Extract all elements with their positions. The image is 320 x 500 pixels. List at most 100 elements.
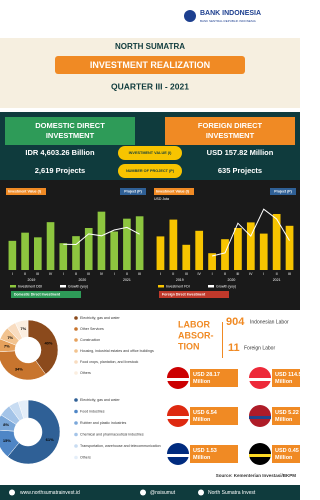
bar	[285, 225, 294, 270]
x-tick-label: IV	[249, 272, 253, 276]
bar	[182, 244, 191, 270]
legend-label: Others	[80, 371, 91, 375]
source: Source: Kementerian Investasi/BKPM	[216, 473, 297, 478]
country-value: USD 0.45 Million	[275, 448, 299, 461]
labor-count: 11	[228, 342, 240, 354]
country-value: USD 6.54 Million	[193, 410, 218, 423]
flag-stripe	[249, 378, 271, 381]
x-tick-label: I	[160, 272, 161, 276]
footer-icon	[9, 489, 15, 496]
x-tick-label: III	[288, 272, 291, 276]
logo-text: BANK INDONESIA	[200, 10, 261, 17]
flag-stripe	[249, 416, 271, 419]
labor-title: ABSOR-	[178, 330, 214, 340]
labor-title: TION	[178, 341, 200, 351]
bar	[21, 232, 29, 270]
footer-website: www.northsumatrainvest.id	[20, 490, 80, 496]
foreign-banner	[165, 117, 295, 145]
chart-title2-box	[120, 188, 146, 195]
value-label: INVESTMENT VALUE (I)	[129, 151, 172, 155]
chart-footer-box	[159, 291, 229, 298]
bar	[195, 230, 204, 270]
footer-facebook: North Sumatra Invest	[208, 490, 256, 496]
growth-line	[63, 226, 140, 246]
title-banner	[55, 56, 245, 74]
chart-footer: Foreign Direct Investment	[162, 292, 206, 296]
flag-stripe	[249, 454, 271, 457]
legend-label: Chemical and pharmaceutical industries	[80, 432, 144, 436]
country-value: USD 114.52Million	[275, 372, 300, 385]
legend-swatch	[158, 285, 164, 288]
legend-dot	[74, 360, 78, 364]
x-tick-label: II	[126, 272, 128, 276]
x-tick-label: III	[185, 272, 188, 276]
footer-band	[0, 485, 300, 500]
bar	[259, 233, 268, 270]
x-tick-label: II	[24, 272, 26, 276]
bar	[169, 219, 178, 270]
domestic-banner	[5, 117, 135, 145]
legend-dot	[74, 444, 78, 448]
country-value: USD 5.22 Million	[275, 410, 299, 423]
bar	[84, 228, 93, 270]
flag-stripe	[167, 416, 189, 419]
legend-label: Investment FDI	[166, 284, 190, 288]
chart-footer: Domestic Direct Investment	[14, 292, 61, 296]
footer-instagram: @nsisumut	[150, 490, 176, 496]
bar	[123, 218, 131, 270]
logo-icon	[184, 10, 196, 22]
donut-slice	[14, 319, 29, 339]
slice-label: 8%	[3, 422, 9, 427]
project-pill	[118, 164, 182, 178]
domestic-title: DOMESTIC DIRECT INVESTMENT	[35, 121, 105, 140]
bar	[59, 243, 68, 270]
legend-dot	[74, 455, 78, 460]
bar	[46, 222, 55, 270]
logo-subtext: BANK SENTRAL REPUBLIK INDONESIA	[200, 19, 256, 23]
domestic-value: IDR 4,603.26 Billion	[25, 148, 95, 157]
x-tick-label: II	[75, 272, 77, 276]
chart-title: Investment Value (I)	[8, 189, 41, 193]
donut-slice	[7, 399, 61, 465]
chart-title-box	[6, 188, 46, 195]
bar	[72, 236, 80, 270]
x-tick-label: II	[172, 272, 174, 276]
page: BANK INDONESIA BANK SENTRAL REPUBLIK INDO…	[0, 9, 300, 500]
legend-label: Construction	[80, 338, 100, 342]
chart-title-box	[154, 188, 194, 195]
legend-label: Food crops, plantation, and livestock	[80, 360, 139, 364]
x-tick-label: II	[224, 272, 226, 276]
slice-label: 61%	[46, 437, 54, 442]
bar	[156, 236, 165, 270]
legend-dot	[74, 432, 78, 437]
x-tick-label: II	[276, 272, 278, 276]
unit: USD Juta	[154, 197, 169, 201]
legend-dot	[74, 349, 78, 353]
year-label: 2021	[273, 278, 281, 282]
x-tick-label: I	[63, 272, 64, 276]
bar	[8, 240, 17, 270]
donut-slice	[0, 350, 46, 381]
legend-swatch	[208, 285, 214, 288]
legend-label: Transportation, warehouse and telecommun…	[80, 444, 161, 448]
chart-title2: Project (P)	[274, 189, 292, 193]
slice-label: 34%	[15, 367, 23, 372]
x-tick-label: I	[114, 272, 115, 276]
x-tick-label: I	[263, 272, 264, 276]
slice-label: 40%	[44, 340, 52, 345]
labor-count: 904	[226, 316, 245, 328]
x-tick-label: IV	[49, 272, 53, 276]
bar	[34, 237, 42, 270]
legend-dot	[74, 338, 78, 342]
legend-label: Rubber and plastic industries	[80, 421, 127, 425]
donut-slice	[27, 319, 59, 375]
chart-title2: Project (P)	[124, 189, 142, 193]
year-label: 2020	[78, 278, 86, 282]
x-tick-label: III	[138, 272, 141, 276]
x-tick-label: III	[87, 272, 90, 276]
project-label: NUMBER OF PROJECT (P)	[126, 169, 175, 173]
slice-label: 7%	[20, 326, 26, 331]
country-value: USD 28.17 Million	[193, 372, 220, 385]
legend-label: Other Services	[80, 327, 104, 331]
value-box	[190, 445, 238, 463]
